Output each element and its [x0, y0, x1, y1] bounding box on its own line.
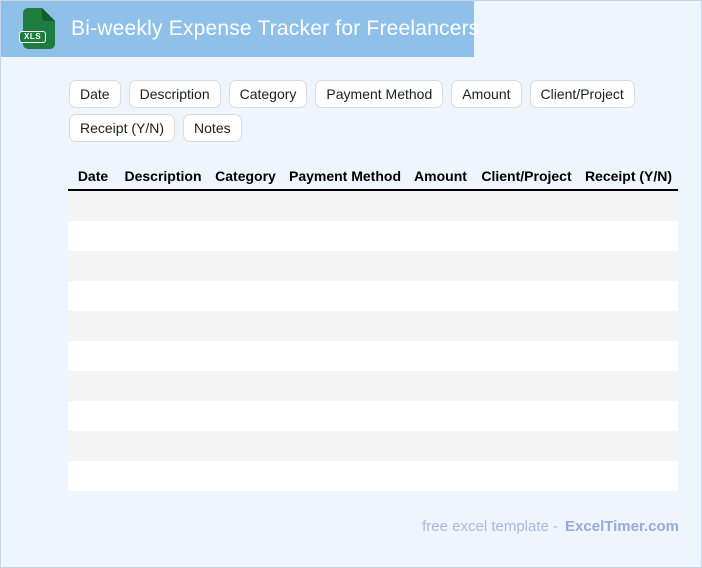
chip-client-project[interactable]: Client/Project [529, 80, 635, 108]
column-header-date: Date [77, 168, 109, 184]
footer-text: free excel template - [422, 518, 559, 535]
table-row[interactable] [68, 401, 678, 431]
chip-description[interactable]: Description [128, 80, 221, 108]
table-row[interactable] [68, 191, 678, 221]
table-row[interactable] [68, 371, 678, 401]
column-header-amount: Amount [414, 168, 467, 184]
xls-file-icon: XLS [18, 6, 58, 52]
header-banner: XLS Bi-weekly Expense Tracker for Freela… [1, 1, 479, 57]
page-title: Bi-weekly Expense Tracker for Freelancer… [71, 17, 480, 40]
column-header-payment-method: Payment Method [288, 168, 401, 184]
footer-brand-link[interactable]: ExcelTimer.com [565, 518, 679, 535]
table-row[interactable] [68, 251, 678, 281]
chip-amount[interactable]: Amount [451, 80, 522, 108]
column-header-category: Category [215, 168, 276, 184]
chip-category[interactable]: Category [228, 80, 308, 108]
table-body [68, 191, 678, 491]
field-chips-container: Date Description Category Payment Method… [69, 80, 669, 142]
chip-receipt[interactable]: Receipt (Y/N) [69, 114, 176, 142]
column-header-receipt: Receipt (Y/N) [584, 168, 673, 184]
table-row[interactable] [68, 281, 678, 311]
table-row[interactable] [68, 461, 678, 491]
column-header-client-project: Client/Project [481, 168, 572, 184]
chip-date[interactable]: Date [69, 80, 121, 108]
column-header-description: Description [124, 168, 202, 184]
table-row[interactable] [68, 311, 678, 341]
chip-notes[interactable]: Notes [183, 114, 242, 142]
expense-table: Date Description Category Payment Method… [68, 163, 678, 491]
table-header-row: Date Description Category Payment Method… [68, 163, 678, 191]
table-row[interactable] [68, 221, 678, 251]
chip-payment-method[interactable]: Payment Method [315, 80, 444, 108]
file-shape-icon [23, 8, 55, 49]
xls-badge-label: XLS [19, 31, 47, 43]
footer: free excel template - ExcelTimer.com [422, 518, 679, 535]
table-row[interactable] [68, 341, 678, 371]
table-row[interactable] [68, 431, 678, 461]
